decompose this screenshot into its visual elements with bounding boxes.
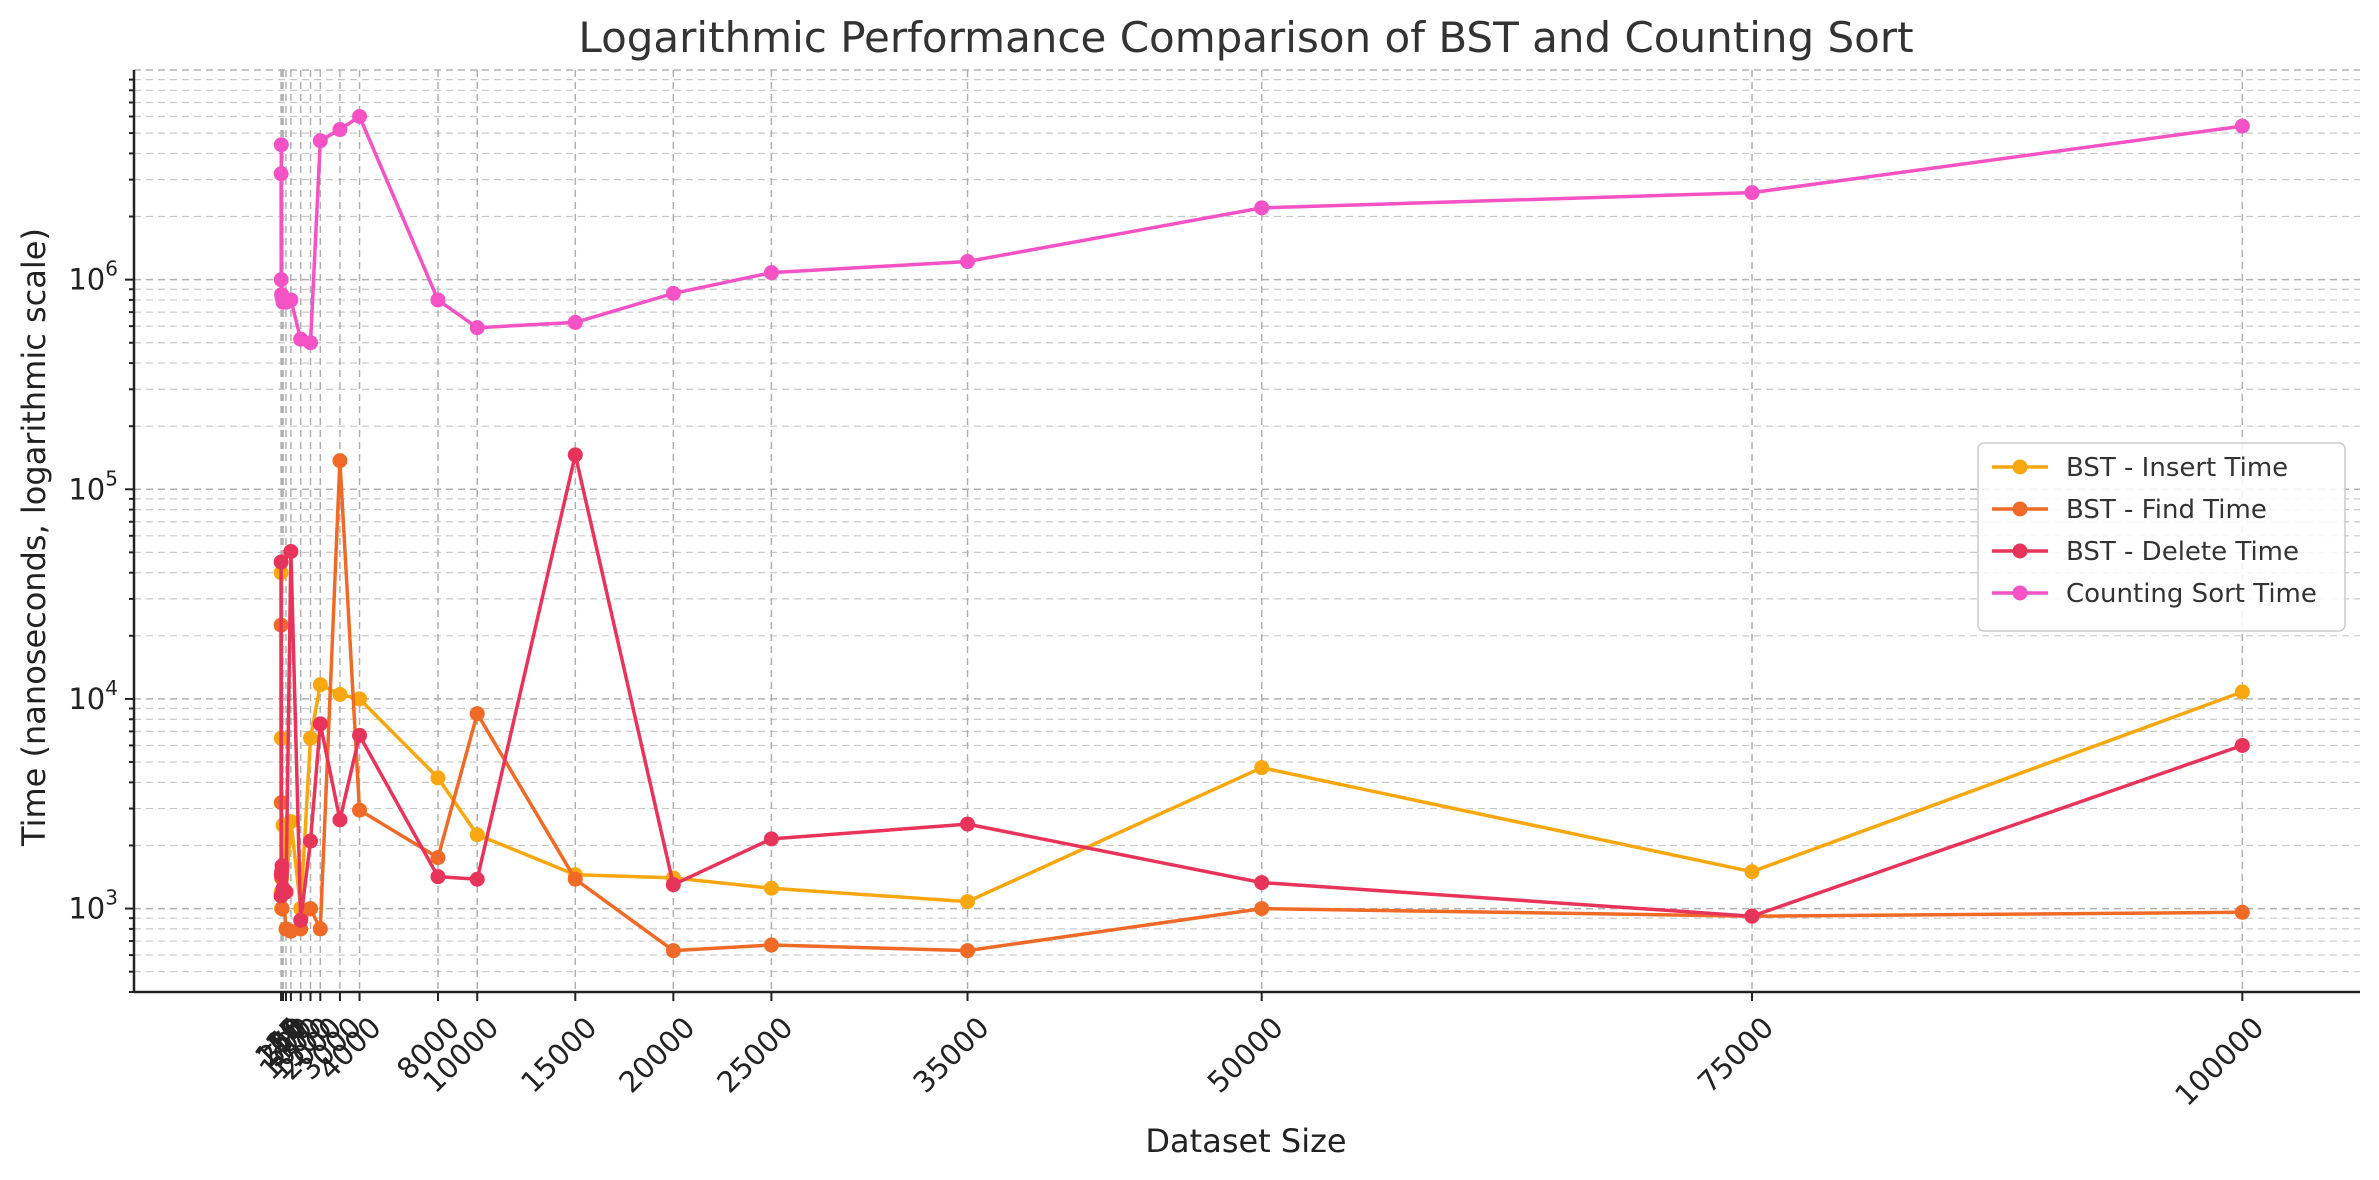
data-point [430, 850, 446, 866]
data-point [469, 320, 485, 336]
legend-swatch-marker [2012, 459, 2028, 475]
data-point [430, 770, 446, 786]
x-tick-label: 75000 [1691, 1010, 1780, 1099]
grid [134, 69, 2360, 993]
data-point [312, 133, 328, 149]
data-point [1254, 200, 1270, 216]
x-tick-label: 100000 [2168, 1010, 2270, 1112]
data-point [312, 677, 328, 693]
data-point [303, 730, 319, 746]
legend-label: BST - Insert Time [2066, 453, 2288, 483]
data-point [469, 827, 485, 843]
data-point [960, 254, 976, 270]
data-point [303, 833, 319, 849]
data-point [273, 272, 289, 288]
data-point [278, 884, 294, 900]
data-point [763, 880, 779, 896]
plot-area [273, 109, 2250, 959]
data-point [665, 285, 681, 301]
data-point [960, 943, 976, 959]
data-point [352, 802, 368, 818]
data-point [332, 686, 348, 702]
data-point [567, 871, 583, 887]
data-point [303, 901, 319, 917]
data-point [960, 816, 976, 832]
data-point [1744, 908, 1760, 924]
data-point [293, 912, 309, 928]
data-point [1254, 901, 1270, 917]
legend-item: Counting Sort Time [1992, 579, 2317, 609]
y-tick-label: 105 [68, 466, 118, 506]
legend-label: BST - Find Time [2066, 495, 2267, 525]
y-tick-label: 104 [68, 676, 118, 716]
data-point [1254, 875, 1270, 891]
y-axis-title: Time (nanoseconds, logarithmic scale) [15, 228, 53, 847]
legend-label: BST - Delete Time [2066, 537, 2299, 567]
data-point [763, 265, 779, 281]
data-point [312, 921, 328, 937]
x-tick-label: 25000 [710, 1010, 799, 1099]
data-point [1254, 760, 1270, 776]
data-point [332, 453, 348, 469]
series-3 [273, 447, 2250, 928]
data-point [469, 706, 485, 722]
data-point [274, 858, 290, 874]
x-tick-label: 20000 [612, 1010, 701, 1099]
chart-title: Logarithmic Performance Comparison of BS… [578, 13, 1913, 62]
data-point [2234, 904, 2250, 920]
legend: BST - Insert Time BST - Find Time BST - De… [1977, 442, 2346, 632]
data-point [2234, 737, 2250, 753]
data-point [1744, 185, 1760, 201]
data-point [430, 292, 446, 308]
data-point [665, 877, 681, 893]
data-point [352, 109, 368, 125]
data-point [273, 166, 289, 182]
data-point [567, 314, 583, 330]
data-point [352, 727, 368, 743]
series-4 [273, 109, 2250, 351]
data-point [2234, 118, 2250, 134]
data-point [430, 869, 446, 885]
data-point [665, 943, 681, 959]
y-tick-label: 103 [68, 886, 118, 926]
legend-swatch-marker [2012, 501, 2028, 517]
data-point [469, 871, 485, 887]
x-tick-label: 35000 [906, 1010, 995, 1099]
data-point [303, 335, 319, 351]
legend-item: BST - Insert Time [1992, 453, 2288, 483]
legend-label: Counting Sort Time [2066, 579, 2317, 609]
data-point [283, 543, 299, 559]
data-point [312, 716, 328, 732]
x-tick-label: 50000 [1201, 1010, 1290, 1099]
legend-frame [1977, 442, 2346, 632]
axes [125, 70, 2360, 1001]
data-point [273, 137, 289, 153]
data-point [763, 831, 779, 847]
x-axis-title: Dataset Size [1145, 1122, 1346, 1160]
data-point [2234, 684, 2250, 700]
data-point [273, 554, 289, 570]
legend-swatch-marker [2012, 585, 2028, 601]
legend-swatch-marker [2012, 543, 2028, 559]
data-point [332, 122, 348, 138]
data-point [763, 937, 779, 953]
data-point [960, 894, 976, 910]
data-point [283, 292, 299, 308]
x-tick-label: 15000 [514, 1010, 603, 1099]
data-point [274, 901, 290, 917]
data-point [332, 812, 348, 828]
data-point [567, 447, 583, 463]
data-point [1744, 864, 1760, 880]
y-tick-label: 106 [68, 257, 118, 297]
data-point [352, 691, 368, 707]
legend-item: BST - Find Time [1992, 495, 2267, 525]
legend-item: BST - Delete Time [1992, 537, 2299, 567]
